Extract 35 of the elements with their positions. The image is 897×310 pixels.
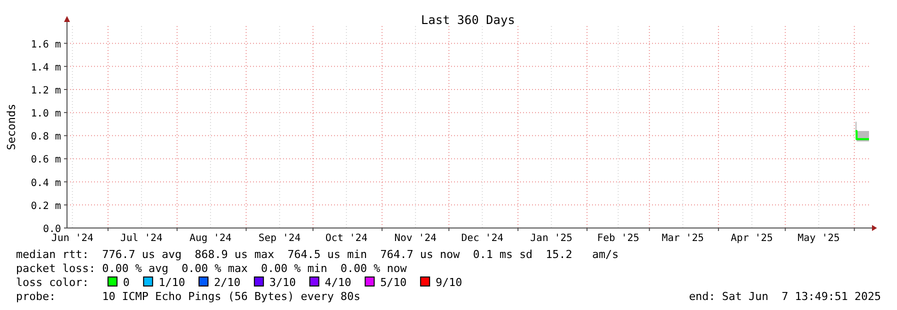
y-tick-label: 0.8 m xyxy=(30,132,61,143)
x-tick-label: Oct '24 xyxy=(325,233,368,244)
text: end: Sat Jun 7 13:49:51 2025 xyxy=(688,290,881,303)
legend-label: 5/10 xyxy=(380,276,407,289)
x-tick-label: Jan '25 xyxy=(530,233,572,244)
text: packet loss: 0.00 % avg 0.00 % max 0.00 % min 0.00 % now xyxy=(16,262,408,275)
legend-label: 3/10 xyxy=(269,276,296,289)
x-tick-label: Mar '25 xyxy=(662,233,704,244)
y-axis-title: Seconds xyxy=(5,104,18,150)
x-tick-label: Feb '25 xyxy=(597,233,640,244)
chart-title: Last 360 Days xyxy=(421,13,515,27)
y-tick-label: 1.2 m xyxy=(30,85,61,96)
text: median rtt: 776.7 us avg 868.9 us max 764.5 us min 764.7 us now 0.1 ms sd 15.2 am/s xyxy=(16,248,619,261)
x-tick-label: Dec '24 xyxy=(461,233,504,244)
text: probe: 10 ICMP Echo Pings (56 Bytes) every 80s xyxy=(16,290,360,303)
y-tick-label: 0.6 m xyxy=(30,154,61,166)
x-tick-label: Sep '24 xyxy=(258,233,301,244)
x-tick-label: May '25 xyxy=(798,233,840,244)
legend-label: 9/10 xyxy=(436,276,462,289)
legend-label: 2/10 xyxy=(214,276,240,289)
legend-label: 4/10 xyxy=(324,276,352,289)
y-tick-label: 1.0 m xyxy=(30,108,61,120)
y-tick-label: 1.4 m xyxy=(30,62,61,74)
y-tick-label: 0.0 xyxy=(42,224,61,235)
x-tick-label: Jun '24 xyxy=(51,233,94,244)
y-tick-label: 1.6 m xyxy=(30,39,61,50)
x-tick-label: Jul '24 xyxy=(120,233,163,244)
y-tick-label: 0.2 m xyxy=(30,200,61,212)
x-tick-label: Aug '24 xyxy=(189,233,232,244)
legend-label: 1/10 xyxy=(158,276,186,289)
x-tick-label: Nov '24 xyxy=(394,233,437,244)
x-tick-label: Apr '25 xyxy=(730,233,773,244)
legend-label: 0 xyxy=(123,276,130,289)
legend-title: loss color: xyxy=(16,276,89,289)
y-tick-label: 0.4 m xyxy=(30,178,61,189)
